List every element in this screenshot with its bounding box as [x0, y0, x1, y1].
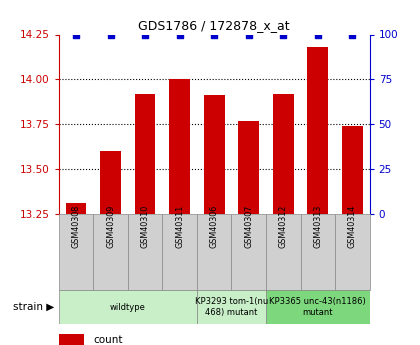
- FancyBboxPatch shape: [163, 214, 197, 290]
- FancyBboxPatch shape: [266, 214, 301, 290]
- Text: KP3293 tom-1(nu
468) mutant: KP3293 tom-1(nu 468) mutant: [195, 297, 268, 317]
- Point: [280, 32, 286, 37]
- Bar: [204, 96, 225, 214]
- FancyBboxPatch shape: [128, 214, 163, 290]
- Point: [176, 32, 183, 37]
- Point: [142, 32, 149, 37]
- Text: GSM40308: GSM40308: [71, 205, 81, 248]
- FancyBboxPatch shape: [231, 214, 266, 290]
- Point: [107, 32, 114, 37]
- Text: GSM40313: GSM40313: [313, 205, 322, 248]
- Text: GSM40311: GSM40311: [175, 205, 184, 248]
- Text: GSM40310: GSM40310: [141, 205, 150, 248]
- Text: GSM40309: GSM40309: [106, 205, 115, 248]
- Title: GDS1786 / 172878_x_at: GDS1786 / 172878_x_at: [138, 19, 290, 32]
- Point: [245, 32, 252, 37]
- Text: GSM40314: GSM40314: [348, 205, 357, 248]
- FancyBboxPatch shape: [197, 214, 231, 290]
- FancyBboxPatch shape: [301, 214, 335, 290]
- Bar: [239, 121, 259, 214]
- Bar: [273, 94, 294, 214]
- Text: wildtype: wildtype: [110, 303, 146, 312]
- FancyBboxPatch shape: [197, 290, 266, 324]
- Bar: [59, 334, 84, 345]
- FancyBboxPatch shape: [93, 214, 128, 290]
- FancyBboxPatch shape: [335, 214, 370, 290]
- Text: count: count: [93, 335, 123, 345]
- Text: GSM40306: GSM40306: [210, 205, 219, 248]
- FancyBboxPatch shape: [59, 214, 93, 290]
- Bar: [307, 47, 328, 214]
- FancyBboxPatch shape: [266, 290, 370, 324]
- Text: KP3365 unc-43(n1186)
mutant: KP3365 unc-43(n1186) mutant: [269, 297, 366, 317]
- Point: [315, 32, 321, 37]
- FancyBboxPatch shape: [59, 290, 197, 324]
- Point: [73, 32, 79, 37]
- Bar: [169, 79, 190, 214]
- Text: GSM40307: GSM40307: [244, 205, 253, 248]
- Bar: [100, 151, 121, 214]
- Text: strain ▶: strain ▶: [13, 302, 55, 312]
- Text: GSM40312: GSM40312: [279, 205, 288, 248]
- Bar: [342, 126, 363, 214]
- Bar: [66, 203, 87, 214]
- Point: [349, 32, 356, 37]
- Point: [211, 32, 218, 37]
- Bar: [135, 94, 155, 214]
